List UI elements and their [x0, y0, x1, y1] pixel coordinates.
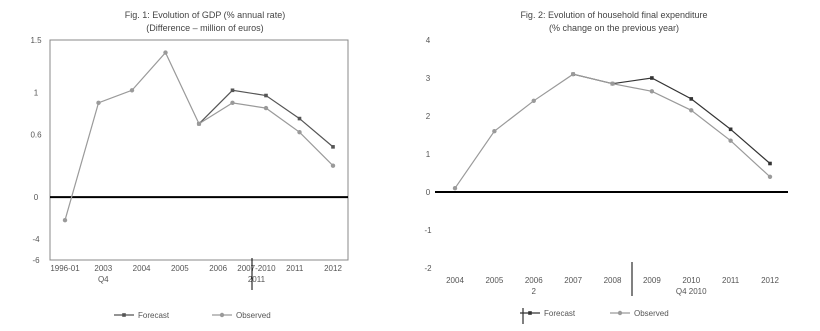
chart-2-xtick-label: 2009 — [643, 276, 661, 285]
chart-1-observed-point — [230, 100, 235, 106]
chart-2-observed-point — [767, 174, 773, 179]
chart-2-xtick-label: 2004 — [446, 276, 464, 285]
chart-1-forecast-point — [297, 116, 302, 121]
chart-1-xtick-label: 2011 — [286, 264, 304, 273]
chart-2-ytick-label: 1 — [426, 150, 431, 159]
chart-2-observed-point — [531, 98, 536, 104]
chart-1-ytick-label: -6 — [32, 256, 40, 265]
chart-2-forecast-point — [728, 127, 733, 132]
chart-2-xtick-label: Q4 2010 — [676, 287, 707, 296]
chart-1-series-observed-line — [64, 51, 334, 221]
chart-1-legend-label: Forecast — [138, 311, 170, 320]
chart-1-xtick-label: 2005 — [171, 264, 189, 273]
chart-1-xtick-label: Q4 — [98, 275, 109, 284]
chart-2-ytick-label: 4 — [426, 36, 431, 45]
chart-1-legend-marker — [122, 313, 126, 317]
chart-2-xtick-label: 2005 — [485, 276, 503, 285]
chart-2-ytick-label: -2 — [424, 264, 432, 273]
chart-1-forecast-point — [230, 88, 235, 93]
chart-2-forecast-point — [650, 76, 654, 80]
chart-2-ytick-label: 3 — [426, 74, 431, 83]
chart-2-series-observed-line — [454, 73, 771, 189]
chart-2-forecast-point — [768, 161, 772, 166]
chart-2-forecast-point — [689, 97, 694, 101]
chart-2-observed-point — [610, 81, 615, 86]
chart-1-observed-point — [263, 105, 269, 111]
chart-1-observed-point — [129, 88, 135, 93]
chart-2-observed-point — [649, 89, 655, 94]
chart-2-xtick-label: 2 — [532, 287, 537, 296]
chart-2-observed-point — [492, 129, 497, 134]
chart-2-observed-point — [728, 138, 733, 143]
chart-1-observed-point — [297, 129, 302, 135]
chart-1-observed-point — [163, 50, 168, 55]
chart-2-legend-marker — [528, 311, 532, 315]
chart-2-observed-point — [689, 108, 694, 113]
chart-1-legend-label: Observed — [236, 311, 271, 320]
chart-1-ytick-label: 0 — [34, 193, 39, 202]
chart-1-forecast-point — [331, 145, 335, 149]
chart-1-xtick-label: 2006 — [209, 264, 227, 273]
chart-1-forecast-point — [264, 93, 268, 98]
chart-2-legend: Forecast Observed — [520, 309, 669, 318]
chart-1-series-forecast-line — [198, 89, 334, 148]
chart-1-observed-point — [330, 163, 336, 168]
chart-1-xtick-label: 2011 — [248, 275, 266, 284]
chart-2-xtick-label: 2008 — [604, 276, 622, 285]
chart-1-subtitle: (Difference – million of euros) — [146, 23, 263, 33]
chart-2-xtick-label: 2007 — [564, 276, 582, 285]
chart-2-subtitle: (% change on the previous year) — [549, 23, 679, 33]
chart-1-xtick-label: 2012 — [324, 264, 342, 273]
chart-1-plot-frame — [49, 39, 349, 261]
chart-2-title: Fig. 2: Evolution of household final exp… — [520, 10, 707, 20]
chart-2-observed-point — [452, 186, 458, 191]
chart-2-ytick-label: 0 — [426, 188, 431, 197]
chart-2-legend-label: Forecast — [544, 309, 576, 318]
chart-1-observed-point — [96, 100, 101, 106]
chart-1-ytick-label: -4 — [32, 235, 40, 244]
chart-1-xtick-label: 2003 — [94, 264, 112, 273]
chart-2-legend-marker — [617, 310, 623, 316]
chart-1: Fig. 1: Evolution of GDP (% annual rate)… — [30, 10, 349, 320]
chart-1-ytick-label: 0.6 — [30, 130, 42, 139]
chart-1-xtick-label: 1996-01 — [50, 264, 80, 273]
chart-1-xtick-label: 2007-2010 — [237, 264, 276, 273]
chart-2-observed-point — [570, 72, 576, 77]
chart-1-legend-marker — [219, 312, 225, 318]
chart-2-xtick-label: 2006 — [525, 276, 543, 285]
chart-2-xtick-label: 2010 — [682, 276, 700, 285]
chart-1-observed-point — [196, 121, 202, 127]
chart-2-xtick-label: 2012 — [761, 276, 779, 285]
chart-2-xtick-label: 2011 — [722, 276, 740, 285]
chart-1-legend: Forecast Observed — [114, 311, 271, 320]
chart-2-ytick-label: -1 — [424, 226, 432, 235]
chart-2-legend-label: Observed — [634, 309, 669, 318]
chart-2-ytick-label: 2 — [426, 112, 431, 121]
chart-2: Fig. 2: Evolution of household final exp… — [424, 10, 788, 324]
chart-1-ytick-label: 1 — [34, 88, 39, 97]
chart-1-observed-point — [62, 217, 68, 223]
chart-1-ytick-label: 1.5 — [30, 36, 42, 45]
chart-1-xtick-label: 2004 — [133, 264, 151, 273]
chart-1-title: Fig. 1: Evolution of GDP (% annual rate) — [125, 10, 285, 20]
